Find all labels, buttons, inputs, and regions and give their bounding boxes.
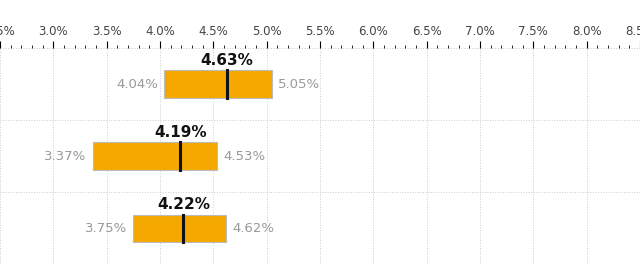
Text: 4.63%: 4.63% [201, 53, 253, 68]
Bar [164, 70, 272, 98]
Text: 4.53%: 4.53% [223, 150, 265, 163]
Text: 4.62%: 4.62% [232, 222, 275, 235]
Text: 5.05%: 5.05% [278, 78, 321, 91]
Text: 3.75%: 3.75% [84, 222, 127, 235]
Text: 4.22%: 4.22% [157, 197, 210, 212]
Text: 4.19%: 4.19% [154, 125, 207, 140]
Text: 4.04%: 4.04% [116, 78, 158, 91]
Text: 3.37%: 3.37% [44, 150, 86, 163]
Bar [93, 143, 216, 170]
Bar [133, 215, 226, 242]
